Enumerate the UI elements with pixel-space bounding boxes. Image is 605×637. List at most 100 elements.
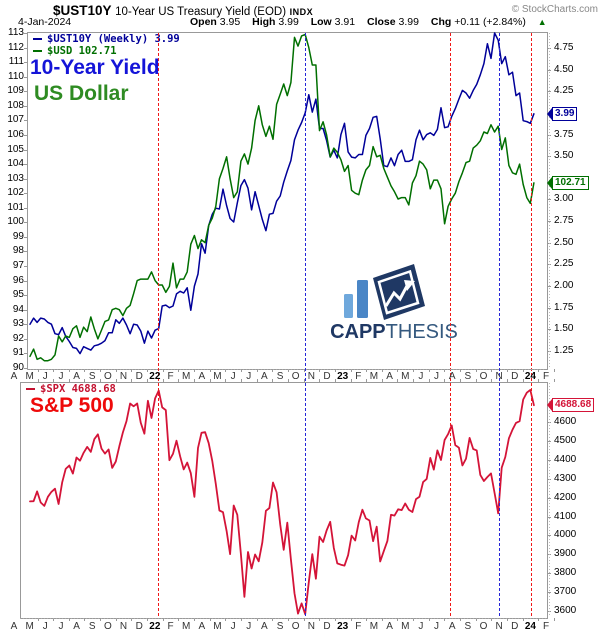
y-axis-label-yield: 1.75 — [554, 301, 574, 313]
x-axis-label: A — [448, 371, 456, 382]
low-label: Low — [310, 16, 332, 28]
y-axis-label-yield: 4.50 — [554, 63, 574, 75]
x-axis-label: J — [230, 621, 236, 632]
x-axis-month-tick — [538, 379, 540, 382]
x-axis-month-tick — [178, 369, 180, 372]
x-axis-month-tick — [319, 369, 321, 372]
x-axis-month-tick — [381, 369, 383, 372]
x-axis-label: F — [355, 621, 362, 632]
high-label: High — [252, 16, 276, 28]
x-axis-month-tick — [240, 379, 242, 382]
y-axis-tick — [24, 324, 27, 326]
x-axis-month-tick — [381, 618, 383, 621]
y-axis-label-usd: 93 — [12, 318, 24, 330]
legend-usd: $USD 102.71 — [33, 45, 117, 57]
y-axis-label-usd: 90 — [12, 361, 24, 373]
x-axis-month-tick — [256, 379, 258, 382]
x-axis-month-tick — [460, 618, 462, 621]
x-axis-month-tick — [272, 369, 274, 372]
series-line--usd — [29, 33, 535, 362]
y-axis-label-spx: 4500 — [554, 434, 577, 446]
x-axis-month-tick — [84, 618, 86, 621]
price-tag-102-71: 102.71 — [547, 175, 589, 190]
x-axis-label: N — [119, 621, 128, 632]
x-axis-label: M — [401, 621, 410, 632]
x-axis-month-tick — [37, 369, 39, 372]
x-axis-month-tick — [522, 618, 524, 621]
y-axis-tick — [24, 62, 27, 64]
x-axis-month-tick — [225, 379, 227, 382]
y-axis-label-spx: 4200 — [554, 491, 577, 503]
y-axis-label-spx: 4100 — [554, 510, 577, 522]
x-axis-month-tick — [194, 618, 195, 621]
x-axis-month-tick — [334, 379, 336, 382]
legend-label-ust10y: $UST10Y (Weekly) 3.99 — [47, 33, 180, 45]
y-axis-label-usd: 95 — [12, 289, 24, 301]
y-axis-label-yield: 3.50 — [554, 150, 574, 162]
x-axis-month-tick — [428, 618, 430, 621]
x-axis-label: O — [104, 621, 112, 632]
x-axis-label: A — [198, 621, 206, 632]
x-axis-month-tick — [272, 618, 274, 621]
x-axis-label: A — [448, 621, 456, 632]
x-axis-ruler — [20, 618, 546, 619]
y-axis-tick — [24, 280, 27, 282]
x-axis-month-tick — [100, 379, 102, 382]
x-axis-month-tick — [428, 369, 430, 372]
y-axis-tick — [24, 266, 27, 268]
y-axis-label-usd: 113 — [8, 27, 24, 38]
y-axis-label-spx: 4600 — [554, 416, 577, 427]
y-axis-label-usd: 105 — [7, 143, 24, 155]
x-axis-month-tick — [444, 618, 446, 621]
x-axis-month-tick — [397, 379, 399, 382]
y-axis-tick — [24, 236, 27, 238]
x-axis-month-tick — [84, 379, 86, 382]
y-axis-label-usd: 91 — [12, 347, 24, 359]
y-axis-label-spx: 3600 — [554, 605, 577, 616]
y-axis-tick — [24, 149, 27, 151]
x-axis-label: A — [261, 621, 268, 632]
x-axis-month-tick — [522, 379, 524, 382]
x-axis-month-tick — [131, 379, 133, 382]
event-vline — [158, 33, 159, 616]
x-axis-label: N — [307, 621, 315, 632]
x-axis-label: A — [386, 621, 393, 632]
y-axis-tick — [24, 91, 27, 93]
x-axis-label: 23 — [337, 371, 349, 382]
legend-marker-ust10y — [33, 38, 42, 40]
x-axis-label: N — [307, 371, 315, 382]
x-axis-month-tick — [147, 618, 149, 621]
y-axis-tick — [24, 193, 27, 195]
x-axis-label: O — [104, 371, 112, 382]
x-axis-month-tick — [444, 379, 446, 382]
y-axis-label-usd: 99 — [12, 230, 24, 242]
legend-ust10y: $UST10Y (Weekly) 3.99 — [33, 33, 180, 45]
copyright-label: © StockCharts.com — [511, 4, 598, 15]
legend-label-usd: $USD 102.71 — [47, 45, 117, 57]
y-axis-label-spx: 3900 — [554, 548, 577, 560]
x-axis-month-tick — [209, 369, 211, 372]
x-axis-label: F — [543, 371, 550, 382]
high-value: 3.99 — [278, 16, 299, 28]
x-axis-month-tick — [491, 618, 493, 621]
event-vline — [450, 33, 451, 616]
x-axis-month-tick — [366, 618, 368, 621]
y-axis-tick — [24, 367, 27, 369]
x-axis-month-tick — [100, 369, 102, 372]
legend-marker-spx — [26, 388, 35, 390]
change-value: +0.11 (+2.84%) — [454, 16, 526, 28]
x-axis-month-tick — [319, 618, 321, 621]
x-axis-label: J — [246, 371, 252, 382]
x-axis-month-tick — [37, 618, 39, 621]
x-axis-month-tick — [287, 618, 289, 621]
y-axis-label-spx: 4300 — [554, 472, 577, 484]
series-canvas — [29, 32, 535, 362]
legend-spx: $SPX 4688.68 — [26, 383, 116, 395]
y-axis-tick — [24, 295, 27, 297]
x-axis-month-tick — [366, 379, 368, 382]
x-axis-month-tick — [460, 369, 462, 372]
x-axis-label: S — [276, 371, 284, 382]
x-axis-label: M — [401, 371, 410, 382]
x-axis-label: A — [73, 371, 80, 382]
